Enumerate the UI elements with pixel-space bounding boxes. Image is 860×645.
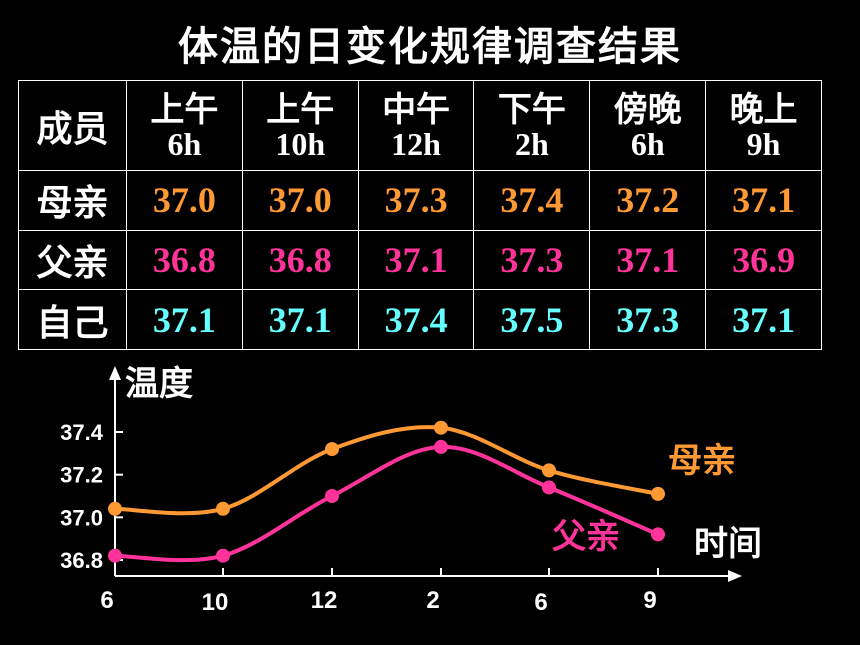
- value-cell: 37.0: [241, 170, 359, 231]
- value-cell: 37.0: [126, 170, 243, 231]
- x-tick-label: 10: [202, 589, 229, 616]
- value-cell: 37.5: [473, 289, 591, 350]
- value-cell: 37.3: [357, 170, 475, 231]
- value-cell: 37.1: [589, 229, 707, 291]
- table-row: 父亲 36.8 36.8 37.1 37.3 37.1 36.9: [18, 229, 822, 291]
- column-header: 上午 6h: [126, 80, 243, 171]
- series-line: [114, 425, 659, 516]
- value-cell: 37.3: [473, 229, 591, 291]
- x-axis-label: 时间: [694, 524, 762, 564]
- data-point: [325, 489, 339, 503]
- column-header: 中午 12h: [357, 80, 475, 171]
- x-tick-label: 2: [426, 587, 439, 614]
- value-cell: 37.1: [241, 289, 359, 350]
- table-row: 自己 37.1 37.1 37.4 37.5 37.3 37.1: [18, 289, 822, 350]
- y-tick-label: 36.8: [60, 548, 103, 573]
- data-point: [108, 501, 122, 516]
- data-point: [325, 442, 339, 457]
- data-point: [651, 486, 665, 501]
- data-point: [216, 548, 230, 563]
- column-header: 上午 10h: [241, 80, 359, 171]
- temperature-table: 成员 上午 6h 上午 10h 中午 12h 下午 2h 傍晚 6h 晚上 9h 母亲 37…: [18, 80, 822, 350]
- page-title: 体温的日变化规律调查结果: [178, 24, 682, 70]
- data-point: [542, 480, 556, 495]
- data-point: [651, 527, 665, 542]
- member-cell: 母亲: [18, 170, 127, 231]
- x-tick-label: 6: [534, 589, 547, 616]
- value-cell: 37.2: [589, 170, 707, 231]
- value-cell: 37.1: [705, 170, 822, 231]
- column-header: 傍晚 6h: [589, 80, 707, 171]
- data-point: [216, 501, 230, 516]
- series-line: [114, 444, 659, 563]
- data-point: [434, 439, 448, 454]
- value-cell: 36.8: [126, 229, 243, 291]
- value-cell: 37.4: [357, 289, 475, 350]
- value-cell: 36.9: [705, 229, 822, 291]
- value-cell: 37.1: [126, 289, 243, 350]
- x-tick-label: 9: [643, 587, 656, 614]
- y-tick-label: 37.4: [60, 420, 104, 445]
- value-cell: 37.4: [473, 170, 591, 231]
- y-axis-label: 温度: [125, 364, 193, 404]
- column-header: 晚上 9h: [705, 80, 822, 171]
- series-label: 母亲: [668, 441, 736, 481]
- x-tick-label: 6: [100, 587, 113, 614]
- table-header-row: 成员 上午 6h 上午 10h 中午 12h 下午 2h 傍晚 6h 晚上 9h: [18, 80, 822, 171]
- column-header: 下午 2h: [473, 80, 591, 171]
- y-tick-label: 37.0: [60, 505, 103, 530]
- table-corner-cell: 成员: [18, 80, 127, 171]
- x-axis-arrow: [728, 570, 742, 582]
- value-cell: 37.1: [357, 229, 475, 291]
- series-label: 父亲: [552, 517, 620, 557]
- table-row: 母亲 37.0 37.0 37.3 37.4 37.2 37.1: [18, 170, 822, 231]
- y-tick-label: 37.2: [60, 463, 103, 488]
- column-header-member: 成员: [36, 108, 109, 150]
- value-cell: 37.1: [705, 289, 822, 350]
- value-cell: 36.8: [241, 229, 359, 291]
- value-cell: 37.3: [589, 289, 707, 350]
- data-point: [542, 463, 556, 478]
- y-axis-arrow: [109, 366, 121, 380]
- x-tick-label: 12: [311, 587, 338, 614]
- data-point: [108, 548, 122, 563]
- data-point: [434, 420, 448, 435]
- member-cell: 自己: [18, 289, 127, 350]
- member-cell: 父亲: [18, 229, 127, 291]
